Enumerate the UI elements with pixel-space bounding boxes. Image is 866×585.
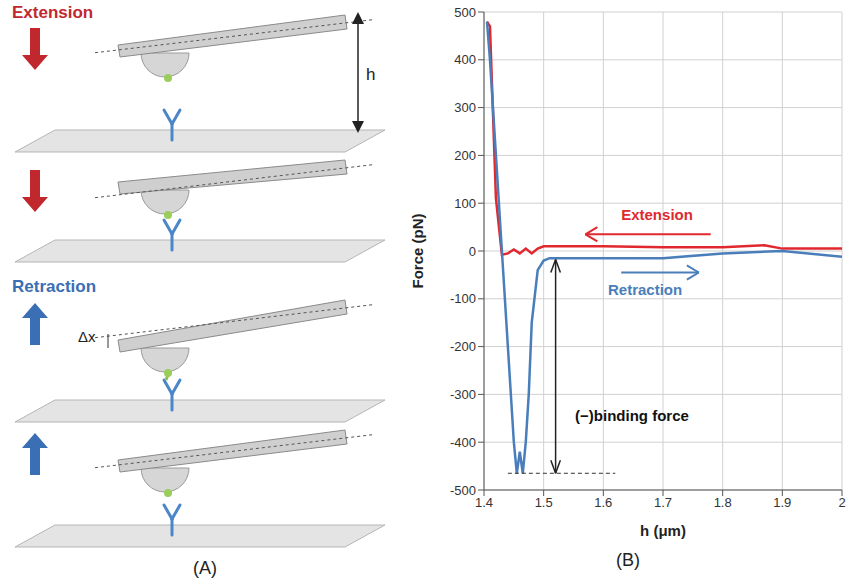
svg-text:1.6: 1.6 [594,495,612,510]
svg-text:Retraction: Retraction [12,277,96,296]
svg-text:h: h [366,65,375,84]
svg-text:Extension: Extension [621,206,693,223]
html-text:(B): (B) [616,550,640,570]
svg-text:1.4: 1.4 [475,495,493,510]
svg-text:Force (pN): Force (pN) [409,213,426,288]
svg-text:-200: -200 [450,339,476,354]
svg-text:300: 300 [454,100,476,115]
svg-text:500: 500 [454,5,476,20]
svg-text:1.7: 1.7 [654,495,672,510]
svg-text:(−)binding force: (−)binding force [575,407,689,424]
svg-text:h (μm): h (μm) [640,522,686,539]
svg-text:(A): (A) [193,558,217,578]
svg-text:Extension: Extension [12,3,93,22]
svg-text:Δx: Δx [78,328,96,345]
svg-text:1.9: 1.9 [773,495,791,510]
svg-text:1.5: 1.5 [535,495,553,510]
svg-text:Retraction: Retraction [608,281,682,298]
svg-text:400: 400 [454,52,476,67]
svg-text:-400: -400 [450,435,476,450]
svg-text:2: 2 [838,495,845,510]
svg-text:200: 200 [454,148,476,163]
svg-text:-500: -500 [450,483,476,498]
svg-text:-100: -100 [450,291,476,306]
svg-text:1.8: 1.8 [714,495,732,510]
svg-text:-300: -300 [450,387,476,402]
svg-text:0: 0 [469,244,476,259]
svg-text:100: 100 [454,196,476,211]
